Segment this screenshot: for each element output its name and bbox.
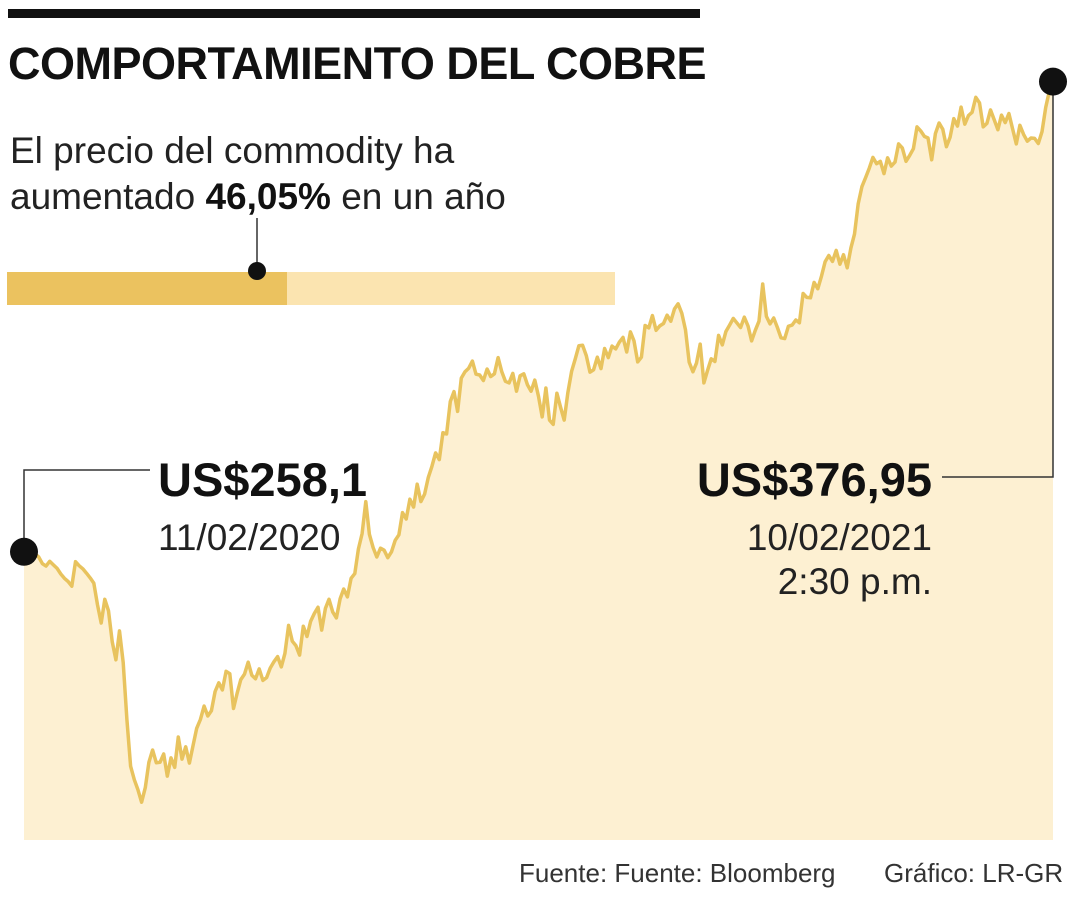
chart-title: COMPORTAMIENTO DEL COBRE: [8, 38, 707, 89]
start-price-label: US$258,1: [158, 453, 368, 506]
price-line: [23, 80, 1055, 804]
top-rule: [8, 9, 700, 18]
percent-marker: [248, 262, 266, 280]
progress-track: [7, 272, 615, 305]
end-date-label: 10/02/2021: [746, 517, 932, 558]
source-label: Fuente: Fuente: Bloomberg: [519, 858, 836, 888]
end-leader-line: [942, 81, 1054, 478]
start-point-marker: [10, 537, 38, 566]
start-leader-line: [23, 469, 150, 552]
subtitle-line-1: El precio del commodity ha: [10, 130, 455, 171]
percent-change: 46,05%: [205, 176, 331, 217]
subtitle-prefix: aumentado: [10, 176, 206, 217]
end-date-time-label: 10/02/2021 2:30 p.m.: [747, 516, 932, 604]
start-date-label: 11/02/2020: [158, 517, 341, 558]
subtitle: El precio del commodity ha aumentado 46,…: [10, 128, 506, 220]
credit-label: Gráfico: LR-GR: [884, 858, 1064, 888]
price-area: [24, 81, 1053, 841]
end-time-label: 2:30 p.m.: [777, 561, 932, 602]
progress-fill: [7, 272, 287, 305]
subtitle-suffix: en un año: [330, 176, 506, 217]
subtitle-line-2: aumentado 46,05% en un año: [10, 174, 506, 220]
end-price-label: US$376,95: [696, 453, 932, 506]
end-point-marker: [1039, 67, 1067, 96]
